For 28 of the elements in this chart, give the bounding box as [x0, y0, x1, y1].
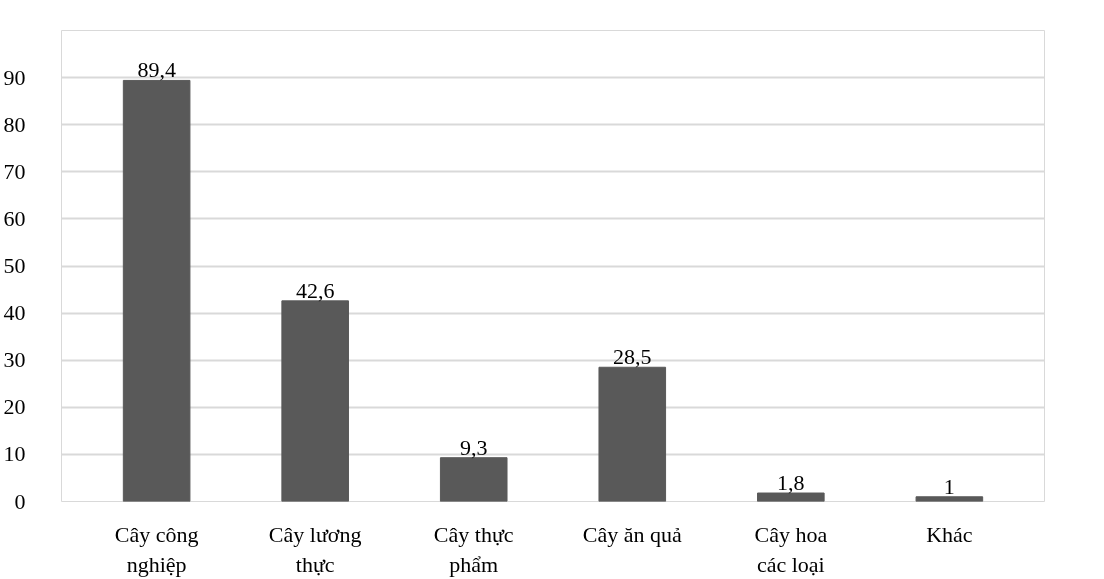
- y-tick-label: 90: [3, 64, 26, 90]
- y-tick-label: 50: [3, 253, 26, 278]
- data-label: 28,5: [613, 344, 652, 370]
- data-label: 1,8: [777, 470, 805, 496]
- x-tick-label: Cây lương thực: [268, 521, 362, 577]
- bar: [122, 79, 191, 502]
- x-tick-label: Cây thực phẩm: [433, 521, 514, 577]
- y-tick-label: 40: [3, 300, 26, 326]
- y-tick-label: 0: [14, 488, 26, 514]
- data-label: 89,4: [137, 57, 176, 83]
- x-tick-label: Cây ăn quả: [582, 521, 682, 547]
- data-label: 42,6: [295, 277, 335, 303]
- x-tick-label: Cây công nghiệp: [114, 521, 199, 577]
- y-tick-label: 60: [3, 205, 26, 231]
- data-label: 1: [943, 473, 955, 499]
- y-tick-label: 70: [3, 158, 26, 184]
- y-tick-label: 30: [3, 347, 26, 373]
- data-label: 9,3: [459, 434, 488, 460]
- bar: [281, 300, 349, 502]
- x-tick-label: Cây hoa các loại: [754, 521, 828, 577]
- bar: [757, 492, 825, 502]
- y-tick-label: 10: [3, 441, 26, 467]
- bar: [915, 496, 984, 502]
- y-tick-label: 80: [3, 111, 26, 137]
- x-tick-label: Khác: [926, 521, 973, 547]
- y-tick-label: 20: [3, 394, 26, 420]
- bar: [598, 366, 667, 502]
- bar: [439, 457, 508, 502]
